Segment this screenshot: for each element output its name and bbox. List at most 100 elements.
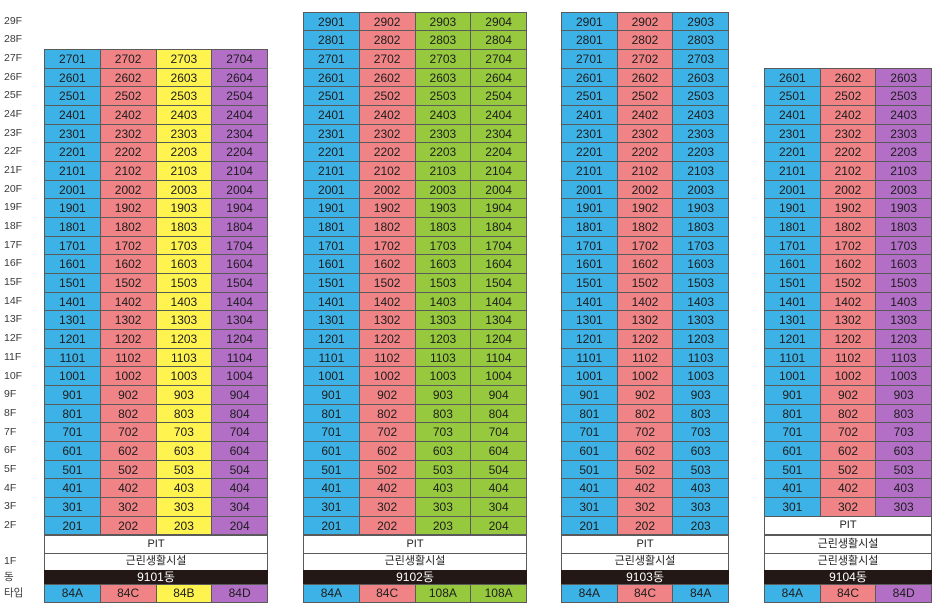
unit-cell: 2203 bbox=[875, 142, 932, 163]
unit-cell: 2401 bbox=[44, 105, 101, 125]
unit-cell: 302 bbox=[616, 497, 674, 517]
unit-cell: 1003 bbox=[414, 366, 472, 387]
unit-cell: 2602 bbox=[99, 67, 157, 88]
pit-row: PIT bbox=[764, 515, 932, 536]
unit-cell: 2202 bbox=[358, 142, 416, 163]
unit-cell: 1001 bbox=[764, 366, 821, 387]
unit-cell: 2501 bbox=[561, 86, 618, 107]
unit-cell: 1502 bbox=[819, 273, 877, 293]
unit-cell: 1301 bbox=[561, 310, 618, 331]
unit-cell: 2601 bbox=[764, 67, 821, 88]
unit-cell: 602 bbox=[616, 441, 674, 461]
unit-cell: 2202 bbox=[99, 142, 157, 163]
unit-cell: 1401 bbox=[764, 291, 821, 312]
floor-label: 15F bbox=[4, 276, 23, 289]
unit-cell: 1401 bbox=[561, 291, 618, 312]
unit-cell: 304 bbox=[211, 497, 268, 517]
unit-cell: 602 bbox=[358, 441, 416, 461]
unit-cell: 901 bbox=[561, 385, 618, 405]
unit-cell: 703 bbox=[672, 422, 729, 443]
unit-cell: 502 bbox=[358, 459, 416, 480]
unit-cell: 2001 bbox=[44, 179, 101, 200]
unit-cell: 2003 bbox=[155, 179, 213, 200]
retail-facility-row: 근린생활시설 bbox=[764, 552, 932, 571]
unit-cell: 501 bbox=[764, 459, 821, 480]
unit-cell: 2303 bbox=[155, 123, 213, 144]
unit-cell: 601 bbox=[44, 441, 101, 461]
unit-cell: 2401 bbox=[303, 105, 360, 125]
unit-cell: 1201 bbox=[44, 329, 101, 349]
unit-cell: 403 bbox=[672, 478, 729, 499]
unit-cell: 2403 bbox=[414, 105, 472, 125]
unit-cell: 2202 bbox=[616, 142, 674, 163]
unit-cell: 902 bbox=[99, 385, 157, 405]
unit-cell: 1403 bbox=[155, 291, 213, 312]
unit-cell: 1501 bbox=[44, 273, 101, 293]
unit-type-cell: 84C bbox=[819, 584, 877, 603]
floor-label: 24F bbox=[4, 108, 23, 121]
unit-cell: 2701 bbox=[561, 49, 618, 69]
unit-cell: 2302 bbox=[99, 123, 157, 144]
unit-cell: 603 bbox=[414, 441, 472, 461]
unit-cell: 903 bbox=[875, 385, 932, 405]
unit-cell: 2302 bbox=[358, 123, 416, 144]
unit-cell: 1302 bbox=[358, 310, 416, 331]
unit-cell: 2203 bbox=[672, 142, 729, 163]
unit-cell: 603 bbox=[875, 441, 932, 461]
unit-cell: 2002 bbox=[99, 179, 157, 200]
unit-cell: 303 bbox=[414, 497, 472, 517]
pit-row: PIT bbox=[44, 534, 268, 554]
floor-label: 3F bbox=[4, 500, 17, 513]
unit-cell: 1502 bbox=[99, 273, 157, 293]
unit-cell: 2202 bbox=[819, 142, 877, 163]
unit-cell: 1901 bbox=[303, 198, 360, 219]
unit-cell: 1804 bbox=[211, 217, 268, 237]
unit-cell: 703 bbox=[155, 422, 213, 443]
unit-cell: 1004 bbox=[211, 366, 268, 387]
unit-cell: 902 bbox=[616, 385, 674, 405]
unit-cell: 904 bbox=[470, 385, 527, 405]
unit-cell: 1803 bbox=[414, 217, 472, 237]
unit-cell: 1704 bbox=[470, 235, 527, 256]
unit-cell: 2603 bbox=[875, 67, 932, 88]
unit-cell: 1101 bbox=[44, 347, 101, 368]
unit-cell: 901 bbox=[764, 385, 821, 405]
unit-cell: 402 bbox=[616, 478, 674, 499]
unit-cell: 2801 bbox=[303, 30, 360, 51]
unit-cell: 1304 bbox=[470, 310, 527, 331]
unit-cell: 2501 bbox=[44, 86, 101, 107]
unit-cell: 2902 bbox=[616, 11, 674, 32]
floor-label: 18F bbox=[4, 220, 23, 233]
unit-cell: 2702 bbox=[358, 49, 416, 69]
unit-cell: 801 bbox=[44, 403, 101, 424]
unit-cell: 903 bbox=[155, 385, 213, 405]
floor-label: 9F bbox=[4, 388, 17, 401]
unit-cell: 1404 bbox=[470, 291, 527, 312]
unit-cell: 1003 bbox=[672, 366, 729, 387]
unit-cell: 1504 bbox=[211, 273, 268, 293]
unit-cell: 1203 bbox=[414, 329, 472, 349]
unit-cell: 1403 bbox=[672, 291, 729, 312]
unit-cell: 1902 bbox=[358, 198, 416, 219]
unit-cell: 2602 bbox=[819, 67, 877, 88]
unit-cell: 504 bbox=[211, 459, 268, 480]
unit-cell: 1903 bbox=[414, 198, 472, 219]
unit-cell: 203 bbox=[414, 515, 472, 536]
unit-cell: 2404 bbox=[211, 105, 268, 125]
unit-cell: 801 bbox=[764, 403, 821, 424]
unit-cell: 2503 bbox=[672, 86, 729, 107]
unit-cell: 1702 bbox=[819, 235, 877, 256]
unit-cell: 2302 bbox=[819, 123, 877, 144]
floor-label: 13F bbox=[4, 313, 23, 326]
unit-cell: 902 bbox=[358, 385, 416, 405]
unit-cell: 2401 bbox=[561, 105, 618, 125]
unit-cell: 1404 bbox=[211, 291, 268, 312]
unit-cell: 2704 bbox=[470, 49, 527, 69]
unit-cell: 1801 bbox=[44, 217, 101, 237]
unit-cell: 1301 bbox=[303, 310, 360, 331]
floor-label: 28F bbox=[4, 33, 23, 46]
unit-cell: 2702 bbox=[99, 49, 157, 69]
unit-cell: 2903 bbox=[672, 11, 729, 32]
unit-cell: 701 bbox=[764, 422, 821, 443]
unit-cell: 201 bbox=[561, 515, 618, 536]
